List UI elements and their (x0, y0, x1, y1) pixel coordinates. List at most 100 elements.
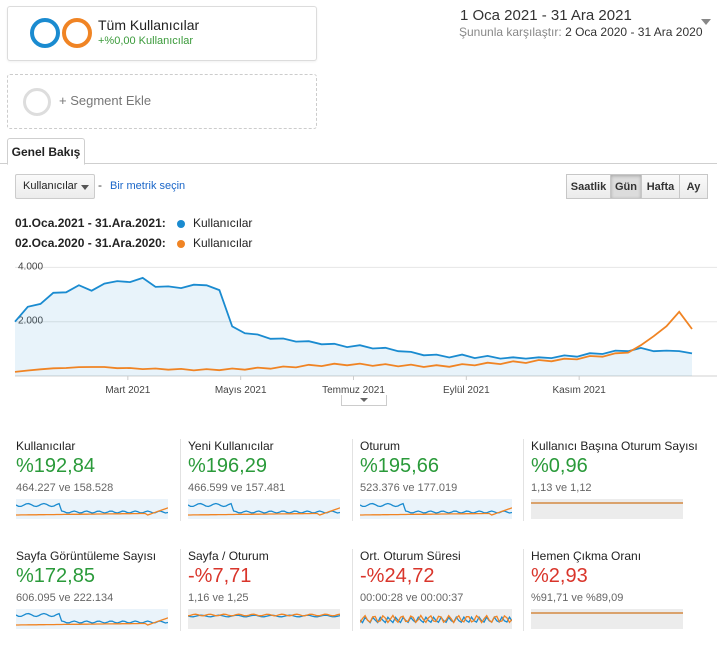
sparkline-area (188, 499, 340, 519)
segment-subtitle: +%0,00 Kullanıcılar (98, 35, 194, 47)
y-tick-label: 2.000 (18, 316, 43, 327)
legend-compare-dot-icon (177, 240, 185, 248)
x-tick-label: Temmuz 2021 (322, 385, 385, 396)
sparkline-previous (188, 613, 340, 617)
empty-segment-icon (23, 88, 51, 116)
tile-divider (523, 439, 524, 521)
metric-title: Oturum (360, 439, 401, 453)
series-line-current (14, 276, 693, 360)
metric-tile[interactable]: Yeni Kullanıcılar %196,29 466.599 ve 157.4… (188, 439, 340, 539)
metric-title: Ort. Oturum Süresi (360, 549, 461, 563)
add-segment-button[interactable]: + Segment Ekle (7, 74, 317, 129)
sparkline-current (16, 612, 168, 624)
metric-title: Sayfa / Oturum (188, 549, 269, 563)
sparkline-area (360, 499, 512, 519)
metric-comparison: 464.227 ve 158.528 (16, 482, 114, 494)
metric-tile[interactable]: Kullanıcılar %192,84 464.227 ve 158.528 (16, 439, 168, 539)
tile-divider (523, 549, 524, 631)
x-tick-label: Mart 2021 (105, 385, 150, 396)
x-tick-label: Mayıs 2021 (215, 385, 267, 396)
sparkline-previous (360, 614, 512, 624)
chart-expand-handle[interactable] (341, 395, 387, 406)
granularity-day[interactable]: Gün (610, 174, 642, 199)
date-compare[interactable]: Şununla karşılaştır: 2 Oca 2020 - 31 Ara… (459, 25, 703, 39)
date-dropdown-icon[interactable] (701, 19, 711, 25)
metric-title: Kullanıcı Başına Oturum Sayısı (531, 439, 698, 453)
y-tick-label: 4.000 (18, 261, 43, 272)
sparkline-previous (16, 617, 168, 626)
sparkline-area (16, 609, 168, 629)
sparkline-area (531, 499, 683, 519)
chevron-down-icon (360, 398, 368, 402)
caret-down-icon (81, 185, 89, 190)
date-range[interactable]: 1 Oca 2021 - 31 Ara 2021 (460, 7, 632, 24)
metric-tile[interactable]: Kullanıcı Başına Oturum Sayısı %0,96 1,13 … (531, 439, 698, 539)
pick-metric-link[interactable]: Bir metrik seçin (110, 180, 186, 192)
metric-sparkline (360, 499, 512, 519)
metric-sparkline (360, 609, 512, 629)
legend-primary-dot-icon (177, 220, 185, 228)
sparkline-area (360, 609, 512, 629)
tile-divider (180, 549, 181, 631)
tile-divider (180, 439, 181, 521)
metric-sparkline (188, 499, 340, 519)
x-tick-label: Eylül 2021 (443, 385, 490, 396)
sparkline-current (360, 502, 512, 514)
x-tick-label: Kasım 2021 (552, 385, 606, 396)
metric-comparison: 523.376 ve 177.019 (360, 482, 458, 494)
metric-comparison: 1,13 ve 1,12 (531, 482, 592, 494)
sparkline-previous (360, 507, 512, 516)
metric-change: %195,66 (360, 455, 439, 477)
metric-comparison: 00:00:28 ve 00:00:37 (360, 592, 464, 604)
metric-change: %192,84 (16, 455, 95, 477)
sparkline-previous (188, 507, 340, 516)
legend-series-primary: Kullanıcılar (193, 216, 253, 230)
metric-comparison: 1,16 ve 1,25 (188, 592, 249, 604)
series-line-previous (14, 310, 693, 373)
metric-change: %0,96 (531, 455, 588, 477)
segment-primary-icon (30, 18, 60, 48)
compare-label: Şununla karşılaştır: (459, 25, 562, 39)
sparkline-area (531, 609, 683, 629)
metric-tile[interactable]: Sayfa / Oturum -%7,71 1,16 ve 1,25 (188, 549, 340, 649)
compare-range: 2 Oca 2020 - 31 Ara 2020 (565, 25, 703, 39)
segment-card[interactable]: Tüm Kullanıcılar +%0,00 Kullanıcılar (7, 6, 317, 61)
sparkline-previous (16, 507, 168, 516)
segment-title: Tüm Kullanıcılar (98, 17, 200, 33)
metric-sparkline (16, 499, 168, 519)
metric-tile[interactable]: Oturum %195,66 523.376 ve 177.019 (360, 439, 512, 539)
metric-tile[interactable]: Ort. Oturum Süresi -%24,72 00:00:28 ve 00:… (360, 549, 512, 649)
series-area (15, 277, 692, 376)
sparkline-current (16, 502, 168, 514)
sparkline-current (188, 502, 340, 514)
add-segment-label: + Segment Ekle (59, 93, 152, 108)
granularity-month[interactable]: Ay (679, 174, 708, 199)
metric-change: %2,93 (531, 565, 588, 587)
legend-period-compare: 02.Oca.2020 - 31.Ara.2020: (15, 236, 166, 250)
granularity-hourly[interactable]: Saatlik (566, 174, 611, 199)
metric-select[interactable]: Kullanıcılar (15, 174, 95, 199)
metric-title: Yeni Kullanıcılar (188, 439, 274, 453)
metric-select-label: Kullanıcılar (23, 180, 78, 192)
metric-change: %196,29 (188, 455, 267, 477)
metric-sparkline (188, 609, 340, 629)
metric-comparison: %91,71 ve %89,09 (531, 592, 624, 604)
segment-compare-icon (62, 18, 92, 48)
sparkline-area (16, 499, 168, 519)
granularity-week[interactable]: Hafta (641, 174, 680, 199)
metric-separator: - (98, 178, 102, 192)
metric-sparkline (531, 499, 683, 519)
metric-change: %172,85 (16, 565, 95, 587)
metric-comparison: 606.095 ve 222.134 (16, 592, 114, 604)
sparkline-current (188, 614, 340, 618)
metric-change: -%7,71 (188, 565, 252, 587)
users-line-chart[interactable]: 4.000 2.000 Mart 2021 Mayıs 2021 Temmuz 2021… (0, 250, 717, 398)
tab-bar (0, 163, 717, 164)
metric-sparkline (16, 609, 168, 629)
metric-tile[interactable]: Hemen Çıkma Oranı %2,93 %91,71 ve %89,09 (531, 549, 683, 649)
metric-change: -%24,72 (360, 565, 435, 587)
tile-divider (352, 549, 353, 631)
tab-overview[interactable]: Genel Bakış (7, 138, 85, 165)
tile-divider (352, 439, 353, 521)
metric-tile[interactable]: Sayfa Görüntüleme Sayısı %172,85 606.095 v… (16, 549, 168, 649)
